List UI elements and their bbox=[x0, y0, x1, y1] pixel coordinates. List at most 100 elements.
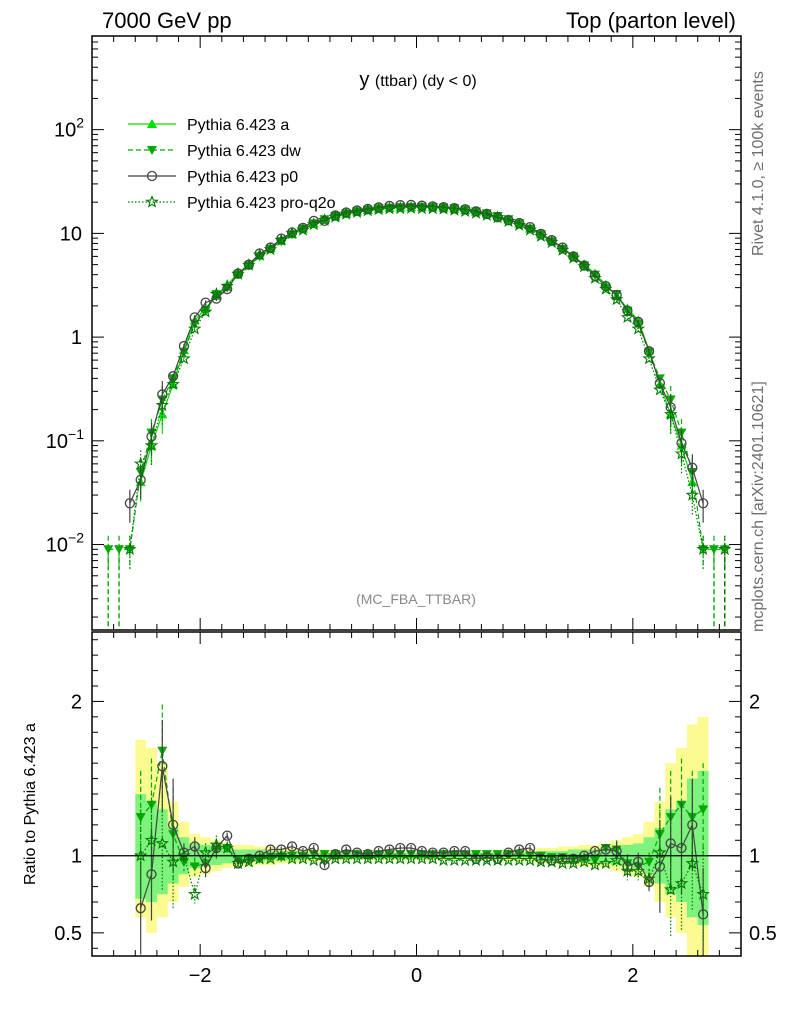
ratio-point-p0 bbox=[503, 847, 514, 858]
ratio-point-pro bbox=[469, 853, 483, 867]
series-line-pro bbox=[129, 207, 704, 550]
ratio-y-tick-label: 2 bbox=[71, 691, 82, 713]
ratio-point-pro bbox=[609, 853, 624, 867]
ratio-point-p0 bbox=[568, 853, 579, 864]
ratio-point-p0 bbox=[524, 842, 536, 854]
point-pro bbox=[274, 233, 288, 246]
ratio-point-pro bbox=[187, 887, 202, 900]
point-pro bbox=[306, 217, 321, 231]
ratio-point-dw bbox=[698, 805, 709, 815]
point-p0 bbox=[167, 371, 179, 382]
point-pro bbox=[177, 351, 191, 365]
ratio-point-pro bbox=[296, 851, 310, 865]
y-tick-label: 1 bbox=[71, 327, 82, 349]
ratio-frame bbox=[91, 631, 742, 957]
point-pro bbox=[123, 542, 137, 555]
chart-title: y (ttbar) (dy < 0) bbox=[359, 69, 476, 91]
ratio-point-pro bbox=[252, 851, 267, 865]
ratio-point-pro bbox=[242, 854, 256, 868]
ratio-y-tick-label: 0.5 bbox=[54, 923, 82, 945]
ratio-point-dw bbox=[189, 862, 200, 872]
ratio-point-pro bbox=[620, 863, 635, 877]
ratio-point-pro bbox=[631, 863, 646, 877]
ratio-point-pro bbox=[209, 837, 224, 851]
point-pro bbox=[566, 250, 581, 264]
x-tick-label: 2 bbox=[627, 965, 638, 987]
point-pro bbox=[133, 456, 148, 470]
point-dw bbox=[114, 545, 125, 555]
ratio-point-pro bbox=[350, 851, 364, 865]
ratio-point-pro bbox=[588, 857, 602, 871]
legend-label-pro: Pythia 6.423 pro-q2o bbox=[187, 195, 336, 212]
ratio-point-pro bbox=[653, 845, 667, 859]
point-p0 bbox=[124, 498, 136, 509]
legend-label-dw: Pythia 6.423 dw bbox=[187, 143, 301, 160]
ratio-point-p0 bbox=[157, 761, 168, 772]
ratio-ylabel: Ratio to Pythia 6.423 a bbox=[22, 723, 39, 885]
point-p0 bbox=[308, 215, 319, 227]
point-pro bbox=[490, 210, 505, 224]
point-pro bbox=[350, 205, 364, 218]
point-pro bbox=[534, 229, 548, 242]
ratio-point-pro bbox=[534, 854, 548, 868]
legend-marker-a bbox=[147, 119, 157, 128]
point-pro bbox=[425, 201, 440, 215]
point-p0 bbox=[395, 200, 406, 211]
legend-marker-pro bbox=[145, 194, 159, 208]
point-pro bbox=[339, 206, 353, 220]
point-pro bbox=[555, 243, 570, 256]
ratio-point-pro bbox=[263, 851, 278, 865]
header-process: Top (parton level) bbox=[566, 8, 736, 33]
point-pro bbox=[209, 287, 224, 300]
legend-label-p0: Pythia 6.423 p0 bbox=[187, 169, 298, 186]
point-pro bbox=[577, 259, 591, 273]
point-pro bbox=[620, 310, 635, 324]
point-pro bbox=[263, 242, 278, 256]
point-pro bbox=[544, 235, 559, 249]
point-pro bbox=[685, 488, 700, 501]
point-pro bbox=[252, 247, 267, 261]
ratio-point-pro bbox=[404, 851, 418, 865]
point-p0 bbox=[687, 462, 698, 473]
ratio-point-pro bbox=[361, 851, 375, 865]
rivet-label: Rivet 4.1.0, ≥ 100k events bbox=[750, 71, 767, 256]
ratio-point-pro bbox=[133, 848, 148, 862]
ratio-y-tick-label-right: 0.5 bbox=[749, 923, 777, 945]
legend-marker-p0 bbox=[146, 170, 158, 182]
point-pro bbox=[296, 222, 310, 236]
ratio-point-pro bbox=[317, 851, 332, 865]
ratio-point-dw bbox=[644, 857, 655, 867]
point-pro bbox=[501, 214, 516, 228]
ratio-point-pro bbox=[642, 871, 656, 885]
ratio-point-pro bbox=[177, 848, 191, 862]
x-tick-label: −2 bbox=[189, 965, 212, 987]
ratio-point-pro bbox=[382, 851, 397, 865]
point-pro bbox=[415, 201, 429, 215]
ratio-point-pro bbox=[566, 856, 581, 870]
point-pro bbox=[436, 201, 451, 215]
point-pro bbox=[317, 213, 332, 227]
ratio-point-p0 bbox=[135, 903, 146, 914]
point-pro bbox=[480, 207, 494, 221]
ratio-point-pro bbox=[512, 853, 527, 867]
point-pro bbox=[523, 222, 537, 236]
mcplots-label: mcplots.cern.ch [arXiv:2401.10621] bbox=[750, 381, 767, 632]
series-line-a bbox=[140, 206, 693, 483]
point-pro bbox=[404, 201, 418, 214]
point-dw bbox=[308, 219, 319, 229]
ratio-point-pro bbox=[415, 851, 429, 865]
ratio-y-tick-label-right: 2 bbox=[749, 691, 760, 713]
ratio-point-pro bbox=[555, 856, 570, 870]
ratio-point-pro bbox=[436, 853, 451, 867]
ratio-point-pro bbox=[285, 851, 299, 865]
ratio-plot-area bbox=[133, 704, 710, 956]
ratio-point-pro bbox=[166, 854, 180, 868]
x-tick-label: 0 bbox=[411, 965, 422, 987]
main-plot-area bbox=[103, 199, 732, 630]
ratio-point-p0 bbox=[286, 841, 298, 852]
ratio-point-p0 bbox=[557, 853, 568, 864]
point-p0 bbox=[405, 199, 417, 211]
ratio-point-pro bbox=[144, 833, 159, 846]
point-pro bbox=[144, 438, 159, 452]
point-p0 bbox=[622, 305, 633, 316]
